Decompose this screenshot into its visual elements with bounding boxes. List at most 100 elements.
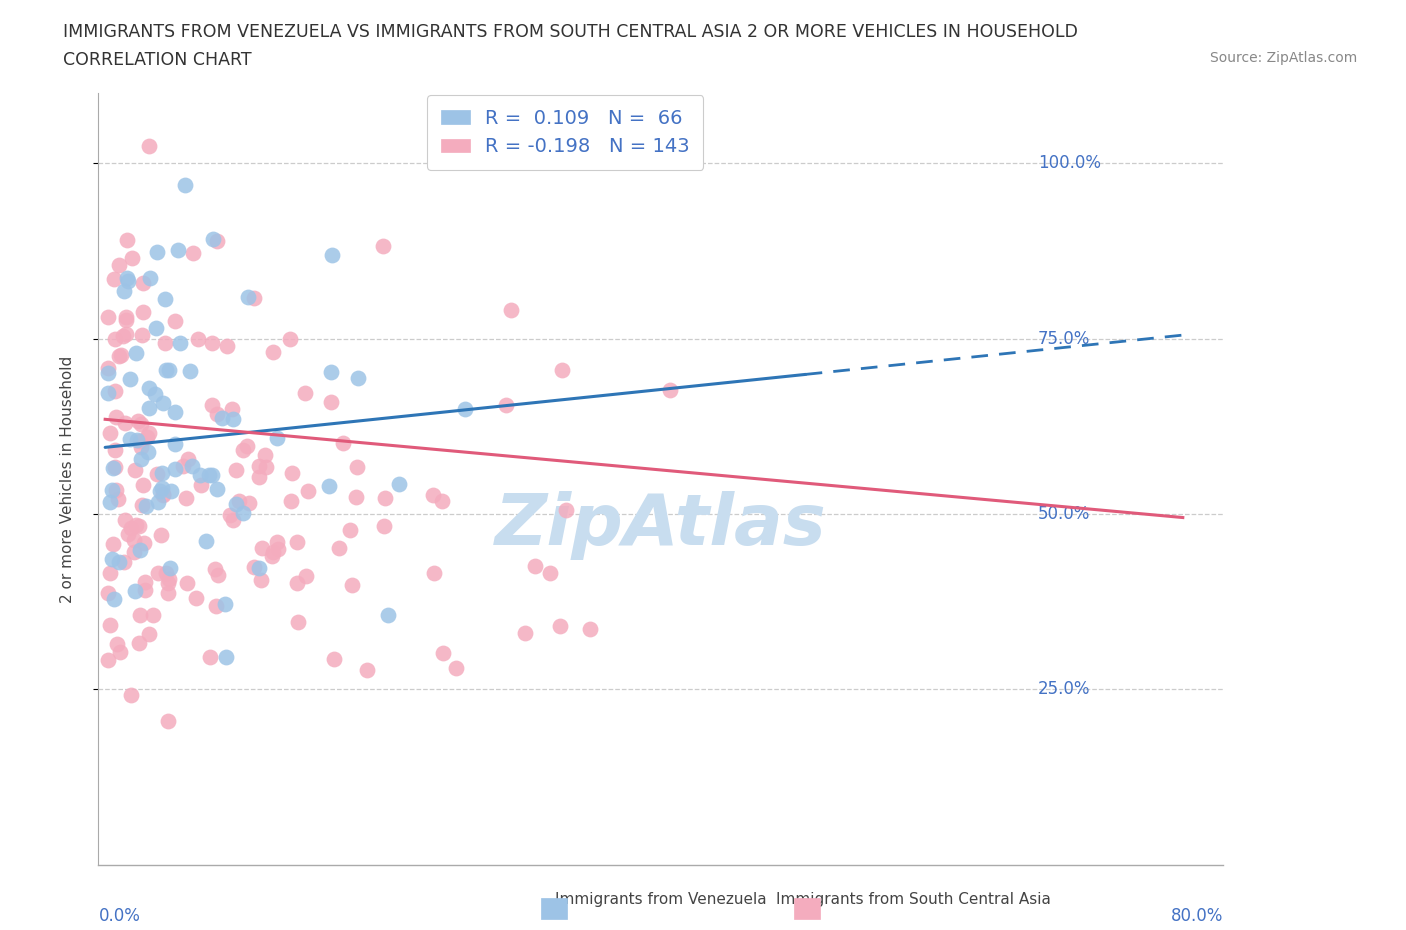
Point [107,491,129,506]
Point [321,247,343,262]
Text: ZipAtlas: ZipAtlas [495,491,827,560]
Point [117,232,139,247]
Point [247,561,270,576]
Point [187,332,209,347]
Point [499,302,522,317]
Point [104,459,127,474]
Point [150,466,173,481]
Point [190,477,212,492]
Text: Immigrants from Venezuela: Immigrants from Venezuela [555,892,766,907]
Point [98,618,121,632]
Point [152,487,174,502]
Point [214,597,236,612]
Point [117,527,139,542]
Point [243,291,266,306]
Point [136,430,159,445]
Point [153,336,176,351]
Point [157,572,180,587]
Point [112,555,135,570]
Point [128,635,150,650]
Point [432,645,454,660]
Point [136,445,159,459]
Point [134,582,156,597]
Point [247,458,270,473]
Point [181,246,204,261]
Point [225,497,247,512]
Point [132,275,155,290]
Point [120,432,142,446]
Point [165,314,187,329]
Text: IMMIGRANTS FROM VENEZUELA VS IMMIGRANTS FROM SOUTH CENTRAL ASIA 2 OR MORE VEHICL: IMMIGRANTS FROM VENEZUELA VS IMMIGRANTS … [63,23,1078,41]
Point [97,361,120,376]
Point [112,284,135,299]
Point [129,440,152,455]
Point [107,554,129,569]
Point [202,232,225,246]
Point [221,411,243,426]
Point [125,517,148,532]
Point [260,549,283,564]
Point [156,714,179,729]
Point [122,532,145,547]
Point [346,370,368,385]
Point [205,233,228,248]
Point [139,271,162,286]
Point [165,436,187,451]
Point [138,139,160,153]
Point [207,568,229,583]
Point [250,572,273,587]
Point [138,400,160,415]
Point [266,431,288,445]
Point [578,621,600,636]
Point [134,536,156,551]
Point [100,482,122,497]
Point [551,363,574,378]
Point [157,363,180,378]
Point [110,348,132,363]
Legend: R =  0.109   N =  66, R = -0.198   N = 143: R = 0.109 N = 66, R = -0.198 N = 143 [427,95,703,170]
Point [328,540,350,555]
Point [184,591,207,605]
Point [295,568,318,583]
Point [146,565,169,580]
Point [211,410,233,425]
Point [104,383,127,398]
Point [377,608,399,623]
Point [103,272,125,286]
Point [97,585,120,600]
Point [232,505,254,520]
Point [128,433,150,448]
Text: 75.0%: 75.0% [1038,329,1090,348]
Point [103,537,125,551]
Point [114,416,136,431]
Point [110,644,132,659]
Point [204,598,226,613]
Point [374,491,396,506]
Point [319,395,342,410]
Point [146,245,169,259]
Point [215,650,238,665]
Point [195,533,218,548]
Point [174,177,197,192]
Point [659,382,682,397]
Point [98,426,121,441]
Point [172,458,194,473]
Point [134,575,156,590]
Point [112,328,135,343]
Point [285,535,308,550]
Point [124,346,146,361]
Point [167,243,190,258]
Point [266,541,288,556]
Point [152,396,174,411]
Point [121,251,143,266]
Point [423,565,446,580]
Point [124,462,146,477]
Point [159,484,181,498]
Point [104,409,127,424]
Point [235,438,257,453]
Point [200,650,222,665]
Point [201,397,224,412]
Point [163,405,186,419]
Point [103,591,125,606]
Point [115,310,138,325]
